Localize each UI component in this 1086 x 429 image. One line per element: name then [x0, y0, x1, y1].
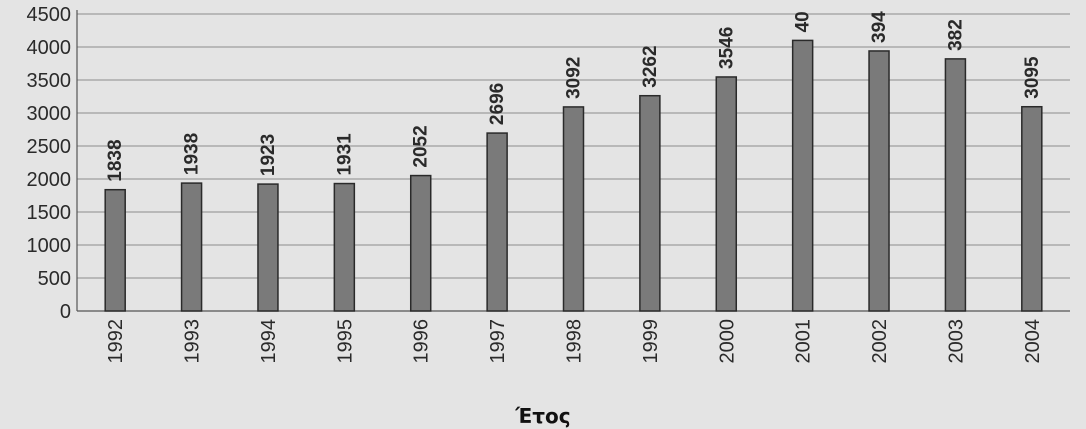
bar-2000 [715, 76, 738, 312]
data-label-1996: 2052 [411, 125, 432, 167]
bar-1992 [104, 188, 126, 312]
x-tick-label-1997: 1997 [487, 319, 509, 364]
y-tick-label-0: 0 [60, 301, 71, 323]
y-tick-label-4500: 4500 [27, 4, 72, 26]
bar-2002 [868, 50, 890, 312]
data-label-1998: 3092 [564, 57, 585, 99]
x-tick-label-2004: 2004 [1022, 319, 1044, 364]
data-label-2004: 3095 [1022, 56, 1043, 99]
x-tick-label-1999: 1999 [640, 319, 662, 364]
y-tick-label-4000: 4000 [27, 37, 72, 59]
x-tick-label-1996: 1996 [411, 319, 433, 364]
x-axis-title: Έτος [515, 404, 571, 428]
x-tick-label-1995: 1995 [334, 319, 356, 364]
bar-2004 [1021, 105, 1043, 312]
bar-2003 [944, 58, 967, 312]
y-tick-label-500: 500 [38, 268, 71, 290]
bars [104, 39, 1043, 312]
data-label-1992: 1838 [105, 139, 126, 181]
data-label-1995: 1931 [334, 133, 355, 176]
x-tick-label-2002: 2002 [869, 319, 891, 364]
bar-1998 [562, 106, 585, 312]
y-tick-label-3000: 3000 [27, 103, 72, 125]
data-label-1993: 1938 [182, 133, 203, 175]
bar-1997 [486, 132, 508, 312]
x-tick-label-2003: 2003 [945, 319, 967, 364]
data-label-2003: 382 [945, 19, 966, 51]
y-tick-label-2000: 2000 [27, 169, 72, 191]
bar-chart: 0 500 1000 1500 2000 2500 3000 3500 4000 4500 183… [27, 4, 1070, 364]
data-label-2001: 40 [793, 11, 814, 32]
x-tick-label-1992: 1992 [105, 319, 127, 364]
data-label-2000: 3546 [716, 27, 737, 69]
x-tick-label-1994: 1994 [258, 319, 280, 364]
x-tick-label-1998: 1998 [564, 319, 586, 364]
data-label-1997: 2696 [487, 83, 508, 125]
bar-1995 [333, 182, 356, 312]
x-tick-labels: 1992 1993 1994 1995 1996 1997 1998 1999 2000 2001… [105, 319, 1044, 364]
bar-1993 [180, 182, 203, 312]
y-tick-label-3500: 3500 [27, 70, 72, 92]
y-tick-label-1500: 1500 [27, 202, 72, 224]
y-tick-label-2500: 2500 [27, 136, 72, 158]
data-labels: 1838 1938 1923 1931 2052 2696 3092 3262 3546 40 39… [105, 11, 1043, 182]
y-tick-labels: 0 500 1000 1500 2000 2500 3000 3500 4000 4500 [27, 4, 72, 323]
data-label-1999: 3262 [640, 45, 661, 87]
data-label-1994: 1923 [258, 134, 279, 176]
bar-1999 [639, 94, 661, 312]
bar-2001 [791, 39, 814, 312]
data-label-2002: 394 [869, 11, 890, 43]
x-tick-label-2000: 2000 [716, 319, 738, 364]
x-tick-label-2001: 2001 [793, 319, 815, 364]
bar-1996 [409, 174, 432, 312]
bar-1994 [257, 183, 279, 312]
x-tick-label-1993: 1993 [182, 319, 204, 364]
y-tick-label-1000: 1000 [27, 235, 72, 257]
